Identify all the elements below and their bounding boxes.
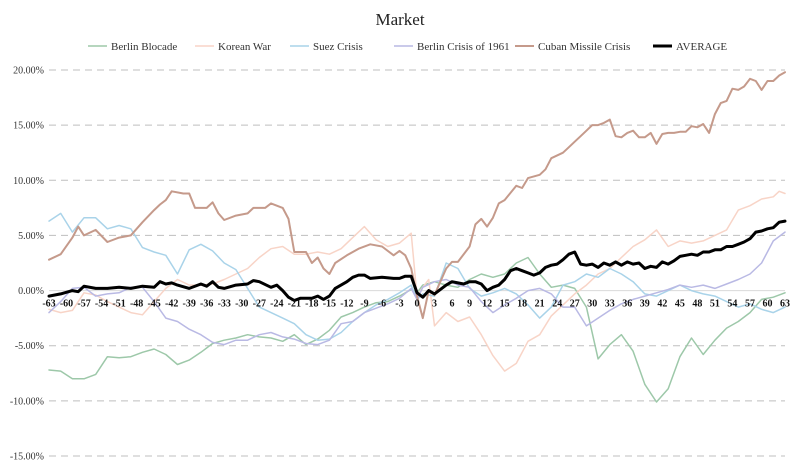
x-tick-label: 21 <box>535 299 545 310</box>
legend-label: Berlin Crisis of 1961 <box>417 41 510 53</box>
x-tick-label: 30 <box>587 299 597 310</box>
x-tick-label: -54 <box>95 299 108 310</box>
x-tick-label: 51 <box>710 299 720 310</box>
y-tick-label: -15.00% <box>10 452 44 463</box>
x-tick-label: 60 <box>762 299 772 310</box>
x-tick-label: -6 <box>378 299 386 310</box>
x-tick-label: 15 <box>500 299 510 310</box>
x-tick-label: -60 <box>60 299 73 310</box>
series-line-cuban-missile-crisis <box>48 71 786 320</box>
x-tick-label: -48 <box>130 299 143 310</box>
legend-item-berlin-blocade: Berlin Blocade <box>88 41 177 53</box>
legend: Berlin Blocade Korean War Suez Crisis Berli… <box>88 41 727 53</box>
legend-label: Suez Crisis <box>313 41 363 53</box>
x-tick-label: 36 <box>622 299 632 310</box>
x-tick-label: 0 <box>415 299 420 310</box>
x-tick-label: -15 <box>323 299 336 310</box>
x-tick-label: -57 <box>77 299 90 310</box>
x-tick-label: -63 <box>42 299 55 310</box>
x-tick-label: -21 <box>288 299 301 310</box>
x-tick-label: -45 <box>147 299 160 310</box>
legend-item-korean-war: Korean War <box>195 41 271 53</box>
x-tick-label: -27 <box>253 299 266 310</box>
x-tick-label: -36 <box>200 299 213 310</box>
x-tick-label: -42 <box>165 299 178 310</box>
x-tick-label: 12 <box>482 299 492 310</box>
x-tick-label: 42 <box>657 299 667 310</box>
legend-label: Cuban Missile Crisis <box>538 41 630 53</box>
y-tick-label: 0.00% <box>18 286 44 297</box>
series-lines <box>47 71 787 403</box>
x-tick-label: -51 <box>112 299 125 310</box>
x-tick-label: 48 <box>692 299 702 310</box>
legend-item-suez-crisis: Suez Crisis <box>290 41 363 53</box>
x-tick-label: 33 <box>605 299 615 310</box>
chart-title: Market <box>375 10 424 29</box>
x-tick-label: -12 <box>340 299 353 310</box>
x-tick-label: 54 <box>727 299 737 310</box>
legend-label: Korean War <box>218 41 271 53</box>
x-tick-label: -9 <box>360 299 368 310</box>
y-tick-label: -10.00% <box>10 396 44 407</box>
x-tick-label: 57 <box>745 299 755 310</box>
x-tick-label: -30 <box>235 299 248 310</box>
gridlines <box>49 69 785 457</box>
x-axis: -63 -60 -57 -54 -51 -48 -45 -42 -39 -36 -33 -30 -27-… <box>42 299 790 310</box>
series-line-berlin-blocade <box>48 256 786 403</box>
x-tick-label: -18 <box>305 299 318 310</box>
x-tick-label: -39 <box>183 299 196 310</box>
x-tick-label: 18 <box>517 299 527 310</box>
legend-label: AVERAGE <box>676 41 727 53</box>
legend-label: Berlin Blocade <box>111 41 177 53</box>
y-tick-label: 20.00% <box>13 66 44 77</box>
x-tick-label: -3 <box>395 299 403 310</box>
y-axis: 20.00% 15.00% 10.00% 5.00% 0.00% -5.00% -10.00… <box>10 66 44 463</box>
x-tick-label: 9 <box>467 299 472 310</box>
x-tick-label: 45 <box>675 299 685 310</box>
x-tick-label: 24 <box>552 299 562 310</box>
y-tick-label: -5.00% <box>15 341 44 352</box>
x-tick-label: 3 <box>432 299 437 310</box>
x-tick-label: -24 <box>270 299 283 310</box>
x-tick-label: 6 <box>450 299 455 310</box>
y-tick-label: 10.00% <box>13 176 44 187</box>
x-tick-label: -33 <box>218 299 231 310</box>
legend-item-berlin-crisis-of-1961: Berlin Crisis of 1961 <box>394 41 510 53</box>
x-tick-label: 63 <box>780 299 790 310</box>
y-tick-label: 15.00% <box>13 121 44 132</box>
series-line-suez-crisis <box>48 212 786 341</box>
x-tick-label: 39 <box>640 299 650 310</box>
legend-item-cuban-missile-crisis: Cuban Missile Crisis <box>515 41 630 53</box>
legend-item-average: AVERAGE <box>653 41 727 53</box>
y-tick-label: 5.00% <box>18 231 44 242</box>
series-line-average <box>47 219 787 302</box>
x-tick-label: 27 <box>570 299 580 310</box>
